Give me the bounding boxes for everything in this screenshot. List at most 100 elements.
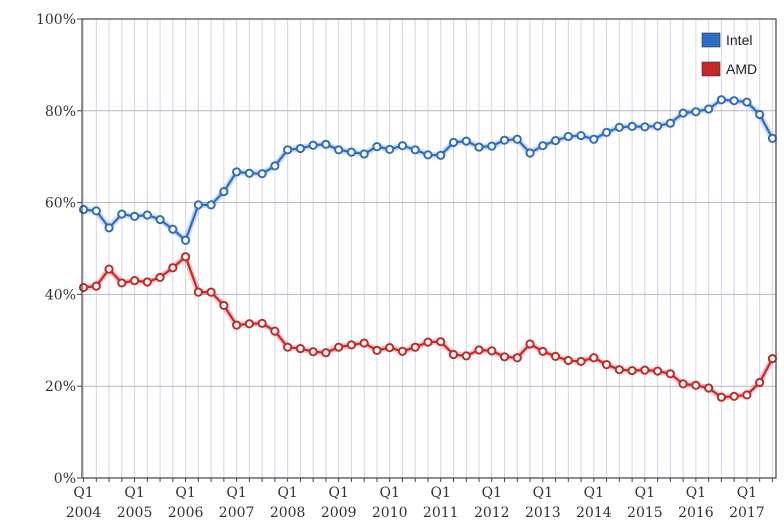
x-tick-label-year: 2004 — [66, 505, 102, 521]
data-point — [78, 282, 89, 293]
data-point — [206, 287, 216, 297]
data-point — [129, 211, 140, 221]
x-tick-label-year: 2016 — [678, 505, 714, 521]
legend-label: Intel — [726, 32, 752, 48]
data-point — [155, 272, 165, 283]
data-point — [410, 342, 420, 352]
data-point — [512, 134, 522, 144]
data-point — [487, 141, 497, 151]
data-point — [219, 186, 229, 197]
x-tick-label-quarter: Q1 — [226, 485, 246, 501]
data-point — [576, 130, 586, 141]
data-point — [589, 353, 599, 363]
plot-frame — [81, 18, 777, 479]
x-tick-label-quarter: Q1 — [73, 485, 93, 501]
data-point — [614, 365, 624, 375]
data-point — [232, 320, 242, 330]
x-tick-label-quarter: Q1 — [431, 485, 451, 501]
data-point — [678, 108, 688, 118]
data-point — [193, 287, 203, 297]
data-point — [767, 133, 778, 143]
data-point — [627, 121, 637, 132]
data-point — [142, 277, 152, 287]
data-point — [142, 210, 152, 220]
data-point — [423, 150, 433, 160]
data-point — [538, 346, 548, 356]
data-point — [691, 107, 701, 117]
data-point — [755, 109, 765, 120]
data-point — [270, 326, 280, 336]
series-layer — [78, 95, 778, 402]
data-point — [91, 281, 101, 291]
data-point — [678, 379, 688, 389]
x-tick-label-quarter: Q1 — [124, 485, 144, 501]
y-tick-label: 40% — [45, 287, 76, 303]
x-tick-label-year: 2008 — [270, 505, 306, 521]
data-point — [525, 148, 535, 158]
data-point — [665, 369, 675, 379]
data-point — [372, 142, 382, 152]
data-point — [436, 337, 446, 347]
x-axis: Q1 2004 Q1 2005 Q1 2006 Q1 2007 Q1 2008 Q1 2009 Q1 20… — [66, 478, 773, 521]
data-point — [283, 342, 293, 352]
x-tick-label-year: 2013 — [525, 505, 561, 521]
y-tick-label: 20% — [45, 379, 76, 395]
data-point — [308, 347, 318, 357]
data-point — [91, 206, 101, 216]
data-point — [334, 145, 344, 155]
data-point — [729, 96, 739, 106]
data-point — [346, 147, 357, 157]
x-tick-label-quarter: Q1 — [686, 485, 706, 501]
data-point — [563, 355, 573, 366]
data-point — [627, 365, 637, 376]
data-point — [410, 145, 420, 155]
data-point — [359, 338, 369, 348]
data-point — [691, 380, 701, 390]
data-point — [180, 252, 191, 262]
data-point — [168, 263, 178, 273]
data-point — [601, 360, 612, 370]
data-point — [474, 345, 484, 355]
data-point — [742, 97, 752, 107]
data-point — [180, 235, 191, 245]
data-point — [665, 118, 675, 128]
data-point — [550, 351, 561, 361]
data-point — [499, 135, 510, 145]
x-tick-label-year: 2014 — [576, 505, 612, 521]
y-axis: 0% 20% 40% 60% 80% 100% — [36, 12, 82, 487]
data-point — [563, 131, 573, 142]
data-point — [397, 141, 408, 151]
data-point — [295, 343, 306, 354]
data-point — [283, 145, 293, 155]
data-point — [397, 346, 408, 356]
data-point — [232, 167, 242, 177]
data-point — [295, 143, 306, 154]
data-point — [704, 104, 714, 114]
x-tick-label-quarter: Q1 — [175, 485, 195, 501]
y-tick-label: 80% — [45, 104, 76, 120]
data-point — [372, 345, 382, 355]
legend: Intel AMD — [701, 32, 757, 77]
x-tick-label-year: 2017 — [729, 505, 765, 521]
x-tick-label-quarter: Q1 — [737, 485, 757, 501]
y-tick-label: 100% — [36, 12, 76, 28]
x-tick-label-quarter: Q1 — [533, 485, 553, 501]
x-tick-label-year: 2012 — [474, 505, 510, 521]
data-point — [461, 351, 471, 361]
data-point — [704, 383, 714, 393]
data-point — [729, 391, 739, 401]
data-point — [385, 144, 395, 154]
data-point — [117, 278, 127, 288]
data-point — [499, 352, 510, 362]
data-point — [716, 392, 726, 402]
x-tick-label-quarter: Q1 — [277, 485, 297, 501]
data-point — [206, 200, 216, 210]
y-tick-label: 60% — [45, 196, 76, 212]
legend-label: AMD — [726, 61, 757, 77]
data-point — [589, 134, 599, 144]
data-point — [78, 204, 89, 215]
data-point — [601, 127, 612, 137]
data-point — [155, 214, 165, 225]
data-point — [129, 276, 140, 286]
